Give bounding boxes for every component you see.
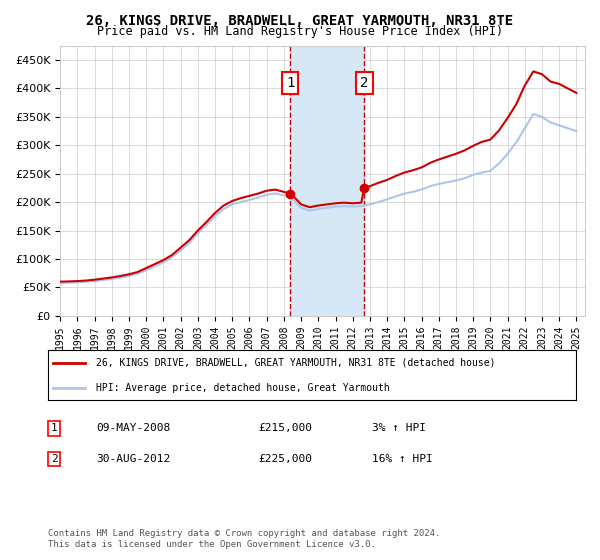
- Text: Price paid vs. HM Land Registry's House Price Index (HPI): Price paid vs. HM Land Registry's House …: [97, 25, 503, 38]
- Text: HPI: Average price, detached house, Great Yarmouth: HPI: Average price, detached house, Grea…: [95, 383, 389, 393]
- Text: £225,000: £225,000: [258, 454, 312, 464]
- Text: 26, KINGS DRIVE, BRADWELL, GREAT YARMOUTH, NR31 8TE (detached house): 26, KINGS DRIVE, BRADWELL, GREAT YARMOUT…: [95, 358, 495, 367]
- Text: 2: 2: [360, 76, 368, 90]
- Text: 26, KINGS DRIVE, BRADWELL, GREAT YARMOUTH, NR31 8TE: 26, KINGS DRIVE, BRADWELL, GREAT YARMOUT…: [86, 14, 514, 28]
- Text: Contains HM Land Registry data © Crown copyright and database right 2024.
This d: Contains HM Land Registry data © Crown c…: [48, 529, 440, 549]
- Text: 16% ↑ HPI: 16% ↑ HPI: [372, 454, 433, 464]
- Text: 09-MAY-2008: 09-MAY-2008: [96, 423, 170, 433]
- Text: £215,000: £215,000: [258, 423, 312, 433]
- Text: 3% ↑ HPI: 3% ↑ HPI: [372, 423, 426, 433]
- Text: 1: 1: [286, 76, 294, 90]
- Text: 2: 2: [50, 454, 58, 464]
- Bar: [290, 46, 364, 316]
- Text: 1: 1: [50, 423, 58, 433]
- Text: 30-AUG-2012: 30-AUG-2012: [96, 454, 170, 464]
